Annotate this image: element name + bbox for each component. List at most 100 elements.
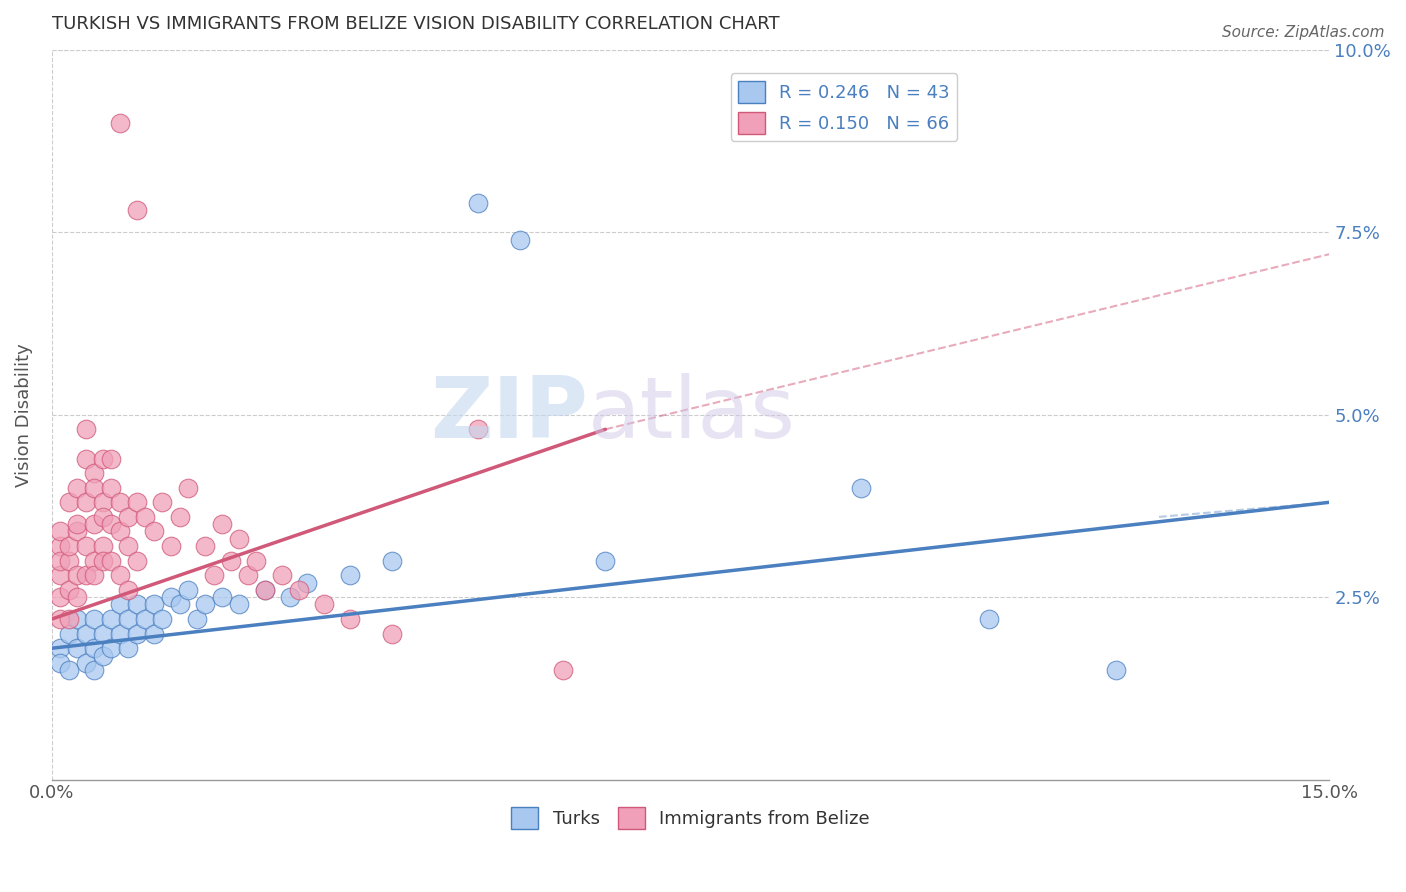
Point xyxy=(849,481,872,495)
Point xyxy=(117,582,139,597)
Point xyxy=(91,495,114,509)
Point xyxy=(245,554,267,568)
Point xyxy=(143,524,166,539)
Point xyxy=(58,495,80,509)
Point xyxy=(83,612,105,626)
Point xyxy=(467,196,489,211)
Point xyxy=(125,626,148,640)
Point xyxy=(1105,663,1128,677)
Point xyxy=(49,539,72,553)
Point xyxy=(219,554,242,568)
Point xyxy=(83,568,105,582)
Point xyxy=(595,554,617,568)
Point xyxy=(75,495,97,509)
Point xyxy=(100,451,122,466)
Point xyxy=(117,612,139,626)
Point xyxy=(134,612,156,626)
Point xyxy=(467,422,489,436)
Legend: Turks, Immigrants from Belize: Turks, Immigrants from Belize xyxy=(503,800,877,837)
Point xyxy=(91,539,114,553)
Point xyxy=(83,554,105,568)
Point xyxy=(108,626,131,640)
Point xyxy=(49,568,72,582)
Point xyxy=(58,554,80,568)
Point xyxy=(125,203,148,218)
Point xyxy=(100,612,122,626)
Point xyxy=(66,612,89,626)
Point xyxy=(551,663,574,677)
Text: atlas: atlas xyxy=(588,373,796,456)
Point xyxy=(125,598,148,612)
Point xyxy=(49,656,72,670)
Point xyxy=(211,517,233,532)
Point xyxy=(75,422,97,436)
Point xyxy=(169,509,191,524)
Point xyxy=(100,641,122,656)
Text: TURKISH VS IMMIGRANTS FROM BELIZE VISION DISABILITY CORRELATION CHART: TURKISH VS IMMIGRANTS FROM BELIZE VISION… xyxy=(52,15,779,33)
Point xyxy=(202,568,225,582)
Point xyxy=(381,626,404,640)
Point xyxy=(297,575,319,590)
Point xyxy=(100,481,122,495)
Point xyxy=(83,466,105,480)
Point xyxy=(91,648,114,663)
Point xyxy=(160,590,183,604)
Point xyxy=(91,626,114,640)
Point xyxy=(100,517,122,532)
Point xyxy=(49,554,72,568)
Point xyxy=(49,524,72,539)
Point xyxy=(108,495,131,509)
Point xyxy=(58,626,80,640)
Point xyxy=(134,509,156,524)
Point xyxy=(117,509,139,524)
Point xyxy=(49,590,72,604)
Point xyxy=(143,626,166,640)
Point xyxy=(66,590,89,604)
Point xyxy=(228,532,250,546)
Point xyxy=(108,116,131,130)
Point xyxy=(66,568,89,582)
Point xyxy=(160,539,183,553)
Point xyxy=(228,598,250,612)
Point xyxy=(100,554,122,568)
Point xyxy=(211,590,233,604)
Point xyxy=(117,641,139,656)
Point xyxy=(108,568,131,582)
Point xyxy=(236,568,259,582)
Point xyxy=(194,598,217,612)
Point xyxy=(58,663,80,677)
Point xyxy=(314,598,336,612)
Text: Source: ZipAtlas.com: Source: ZipAtlas.com xyxy=(1222,25,1385,40)
Point xyxy=(194,539,217,553)
Point xyxy=(253,582,276,597)
Point xyxy=(75,626,97,640)
Point xyxy=(83,517,105,532)
Point xyxy=(152,612,174,626)
Point xyxy=(91,451,114,466)
Point xyxy=(125,554,148,568)
Point xyxy=(49,612,72,626)
Point xyxy=(58,612,80,626)
Point xyxy=(143,598,166,612)
Point xyxy=(83,641,105,656)
Point xyxy=(66,641,89,656)
Point xyxy=(58,539,80,553)
Point xyxy=(83,663,105,677)
Y-axis label: Vision Disability: Vision Disability xyxy=(15,343,32,487)
Point xyxy=(83,481,105,495)
Point xyxy=(253,582,276,597)
Point xyxy=(58,582,80,597)
Point xyxy=(270,568,292,582)
Point xyxy=(381,554,404,568)
Point xyxy=(339,568,361,582)
Point xyxy=(152,495,174,509)
Point xyxy=(66,517,89,532)
Point xyxy=(108,598,131,612)
Point xyxy=(278,590,301,604)
Point xyxy=(287,582,309,597)
Point xyxy=(66,481,89,495)
Point xyxy=(177,582,200,597)
Point xyxy=(339,612,361,626)
Point xyxy=(91,554,114,568)
Point xyxy=(75,656,97,670)
